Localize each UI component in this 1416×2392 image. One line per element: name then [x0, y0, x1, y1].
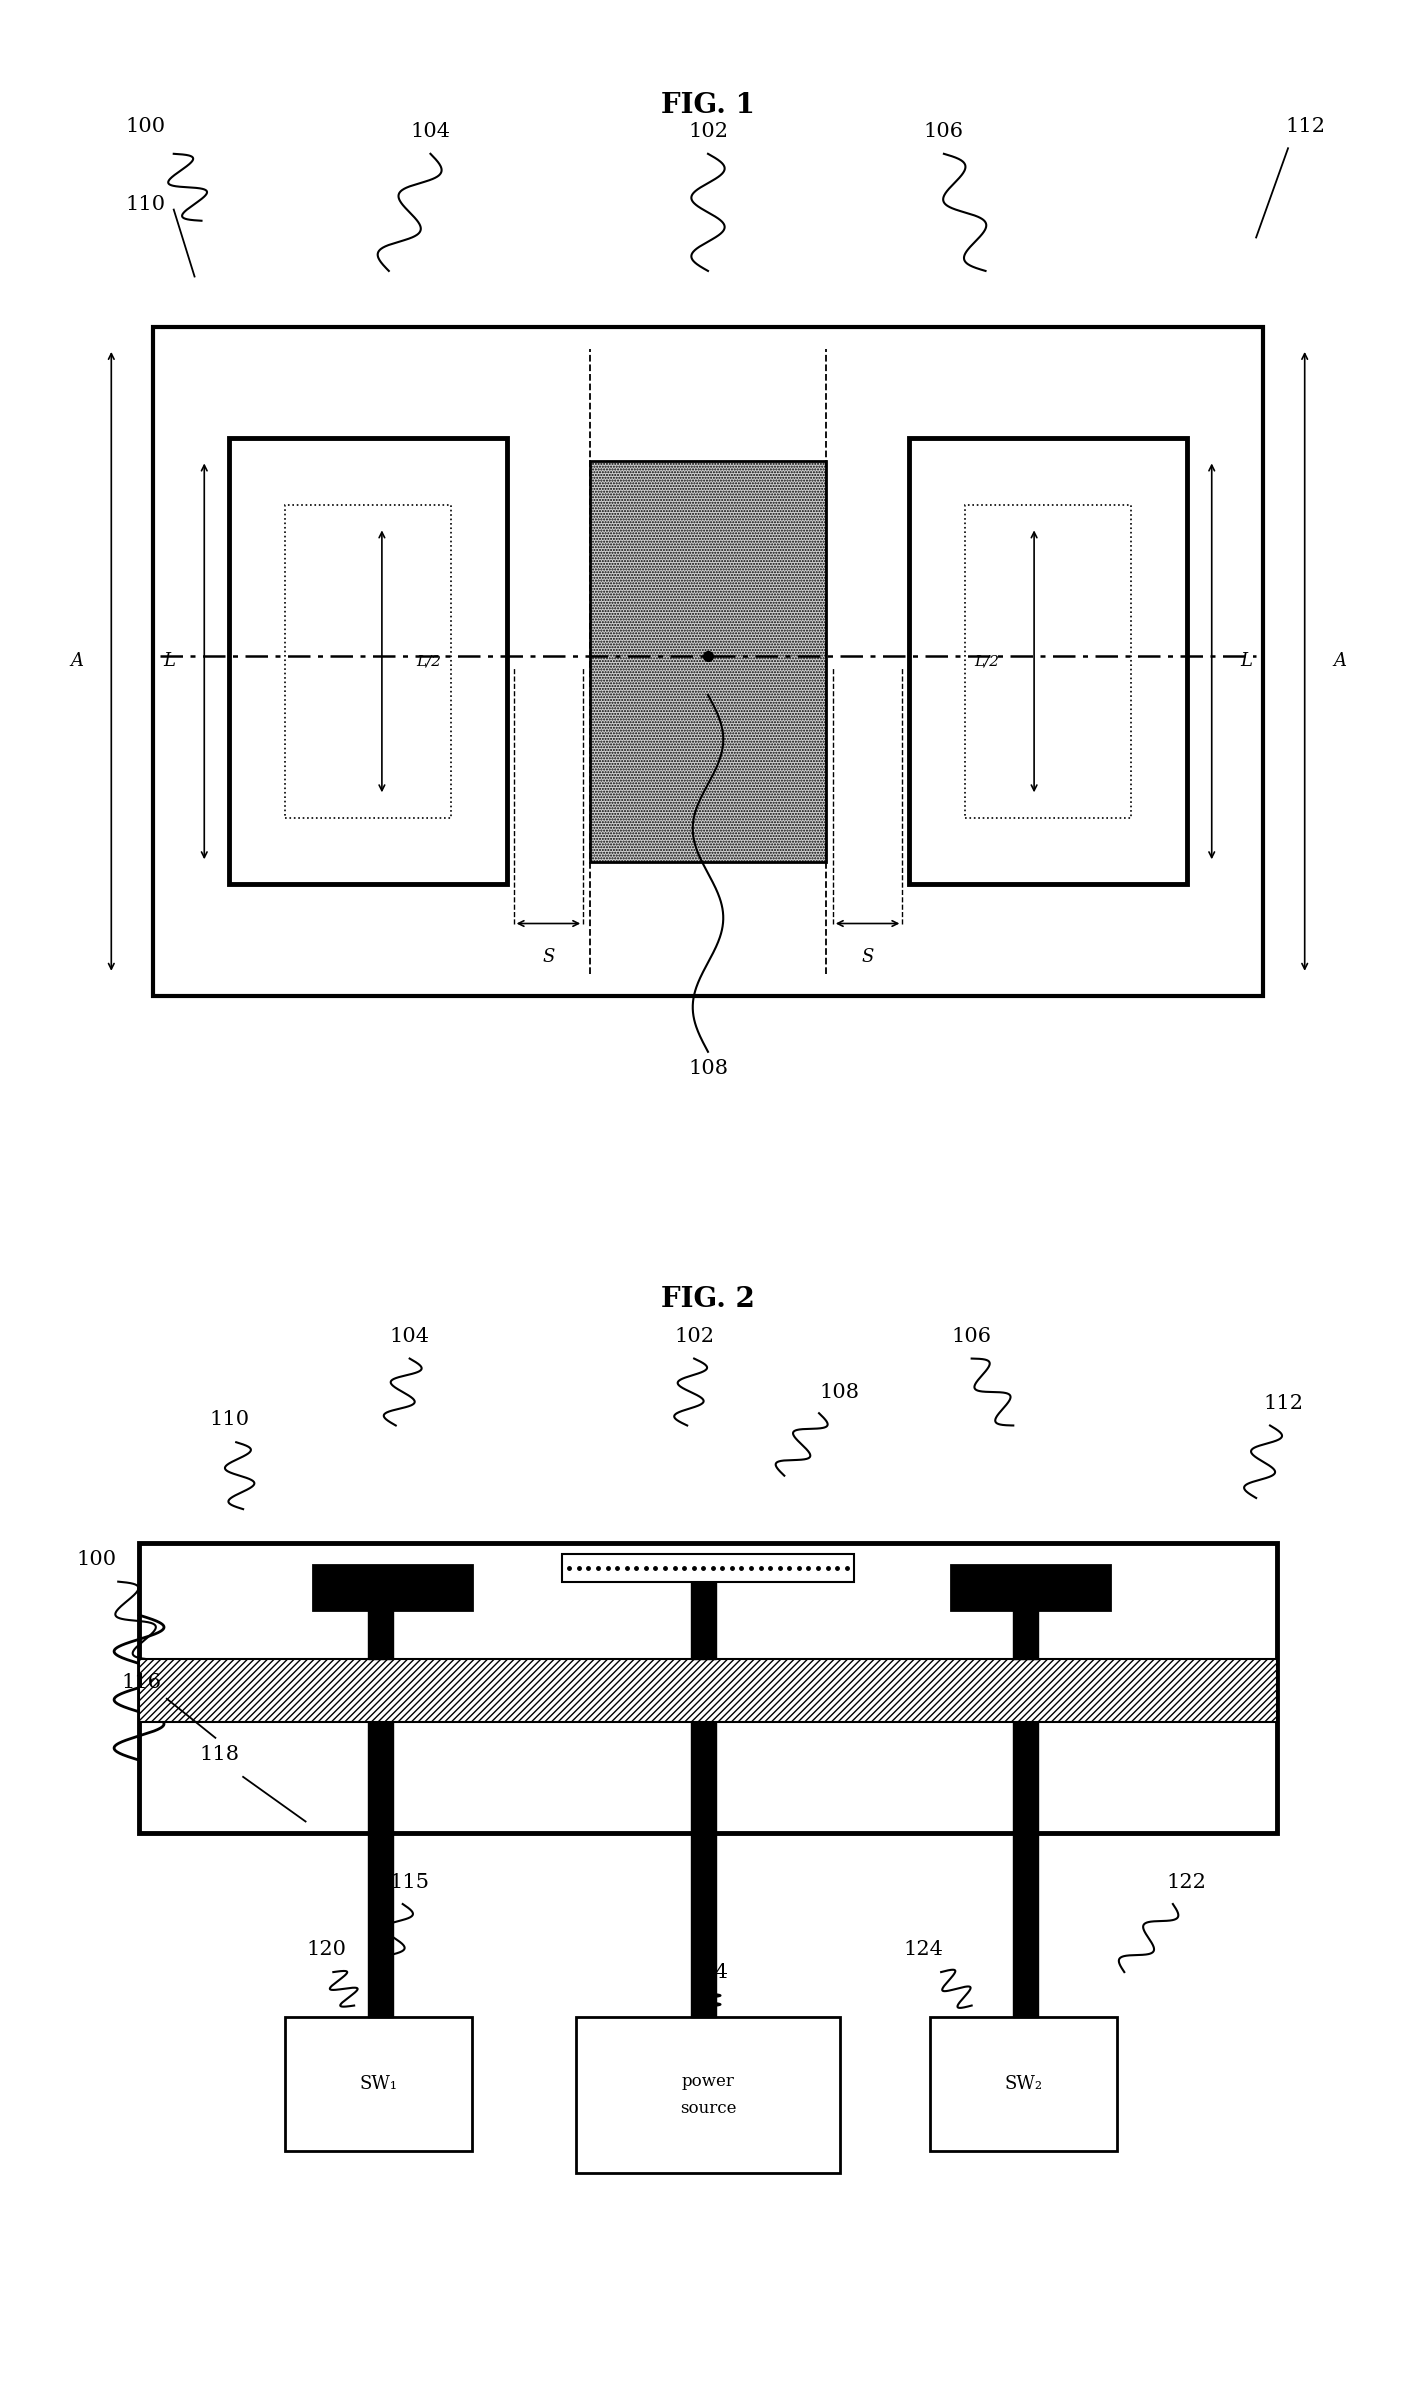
- Text: 114: 114: [688, 1964, 728, 1981]
- Text: 108: 108: [820, 1383, 860, 1402]
- Bar: [1014, 1610, 1038, 1658]
- Bar: [952, 1564, 1110, 1610]
- Bar: [590, 462, 826, 861]
- Text: 120: 120: [306, 1940, 347, 1959]
- Text: A: A: [1332, 653, 1345, 670]
- Text: 118: 118: [200, 1746, 239, 1765]
- Text: 104: 104: [411, 122, 450, 141]
- Text: source: source: [680, 2100, 736, 2117]
- Text: L/2: L/2: [416, 655, 442, 667]
- Text: L: L: [164, 653, 176, 670]
- Bar: [691, 1722, 716, 2016]
- Bar: [1014, 1722, 1038, 2016]
- Bar: [909, 438, 1187, 885]
- Text: 110: 110: [210, 1411, 249, 1430]
- Text: S: S: [542, 947, 555, 966]
- Text: S: S: [861, 947, 874, 966]
- Text: SW₁: SW₁: [360, 2074, 398, 2093]
- Bar: [229, 438, 507, 885]
- Text: 102: 102: [674, 1328, 714, 1347]
- Text: FIG. 1: FIG. 1: [661, 93, 755, 120]
- Text: 110: 110: [125, 194, 166, 213]
- Text: 122: 122: [1167, 1873, 1206, 1892]
- Text: 106: 106: [923, 122, 964, 141]
- Bar: [313, 1564, 472, 1610]
- Text: power: power: [681, 2074, 735, 2091]
- Bar: [964, 505, 1131, 818]
- Bar: [285, 2016, 472, 2150]
- Text: SW₂: SW₂: [1004, 2074, 1042, 2093]
- Text: 124: 124: [903, 1940, 943, 1959]
- Bar: [930, 2016, 1117, 2150]
- Text: 102: 102: [688, 122, 728, 141]
- Bar: [153, 328, 1263, 995]
- Bar: [139, 1543, 1277, 1832]
- Text: 115: 115: [389, 1873, 429, 1892]
- Bar: [691, 1581, 716, 1658]
- Text: L: L: [1240, 653, 1252, 670]
- Text: 112: 112: [1286, 117, 1325, 136]
- Text: 106: 106: [952, 1328, 991, 1347]
- Bar: [285, 505, 452, 818]
- Text: 112: 112: [1264, 1395, 1304, 1414]
- Text: 104: 104: [389, 1328, 429, 1347]
- Bar: [368, 1722, 394, 2016]
- Bar: [576, 2016, 840, 2172]
- Text: 116: 116: [120, 1672, 161, 1691]
- Text: 100: 100: [125, 117, 166, 136]
- Text: FIG. 2: FIG. 2: [661, 1287, 755, 1313]
- Text: 100: 100: [76, 1550, 116, 1569]
- Text: L/2: L/2: [974, 655, 1000, 667]
- Bar: [562, 1555, 854, 1581]
- Text: A: A: [71, 653, 84, 670]
- Text: 108: 108: [688, 1060, 728, 1079]
- Bar: [368, 1610, 394, 1658]
- Bar: [139, 1658, 1277, 1722]
